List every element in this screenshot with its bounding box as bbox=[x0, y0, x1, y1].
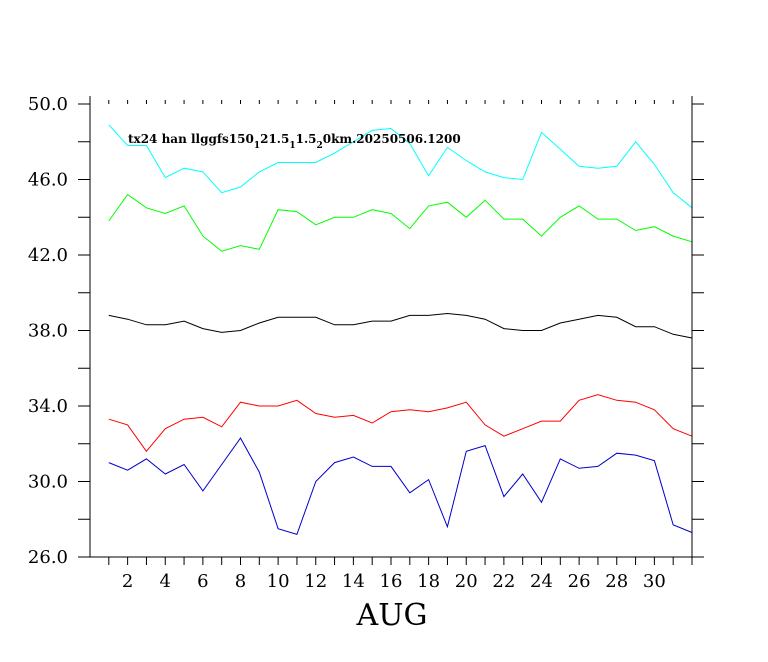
x-tick-label: 4 bbox=[160, 571, 171, 592]
y-tick-label: 26.0 bbox=[28, 547, 68, 568]
labels-layer: 2 4 6 8 10 12 14 16 18 20 22 24 26 28 3026.030.034.038… bbox=[28, 94, 666, 592]
y-tick-label: 50.0 bbox=[28, 94, 68, 115]
x-tick-label: 16 bbox=[380, 571, 403, 592]
x-tick-label: 10 bbox=[267, 571, 290, 592]
annotation-subscript: 2 bbox=[317, 141, 323, 151]
x-tick-label: 28 bbox=[605, 571, 628, 592]
x-tick-label: 2 bbox=[122, 571, 133, 592]
axes-layer bbox=[78, 96, 704, 565]
series-layer bbox=[108, 124, 693, 536]
chart-annotation: tx24 han llggfs150121.511.520km.20250506… bbox=[128, 132, 461, 151]
x-tick-label: 14 bbox=[342, 571, 365, 592]
annotation-text: tx24 han llggfs150 bbox=[128, 132, 254, 146]
series-line-3 bbox=[108, 312, 693, 339]
series-line-1 bbox=[108, 124, 693, 209]
y-tick-label: 34.0 bbox=[28, 396, 68, 417]
y-tick-label: 38.0 bbox=[28, 321, 68, 342]
x-tick-label: 8 bbox=[235, 571, 246, 592]
series-line-2 bbox=[108, 193, 693, 252]
annotation-text: 21.5 bbox=[260, 132, 289, 146]
x-tick-label: 20 bbox=[455, 571, 478, 592]
annotation-subscript: 1 bbox=[254, 141, 260, 151]
annotation-subscript: 1 bbox=[289, 141, 295, 151]
x-tick-label: 12 bbox=[304, 571, 327, 592]
y-tick-label: 46.0 bbox=[28, 170, 68, 191]
x-axis-title: AUG bbox=[356, 598, 428, 633]
y-tick-label: 30.0 bbox=[28, 472, 68, 493]
x-tick-label: 24 bbox=[530, 571, 553, 592]
x-tick-label: 18 bbox=[417, 571, 440, 592]
x-tick-label: 30 bbox=[643, 571, 666, 592]
annotation-text: 0km.20250506.1200 bbox=[323, 132, 461, 146]
series-line-4 bbox=[108, 394, 693, 453]
annotation-text: 1.5 bbox=[296, 132, 317, 146]
x-tick-label: 22 bbox=[492, 571, 515, 592]
series-line-5 bbox=[108, 437, 693, 536]
x-tick-label: 6 bbox=[197, 571, 208, 592]
y-tick-label: 42.0 bbox=[28, 245, 68, 266]
x-tick-label: 26 bbox=[568, 571, 591, 592]
